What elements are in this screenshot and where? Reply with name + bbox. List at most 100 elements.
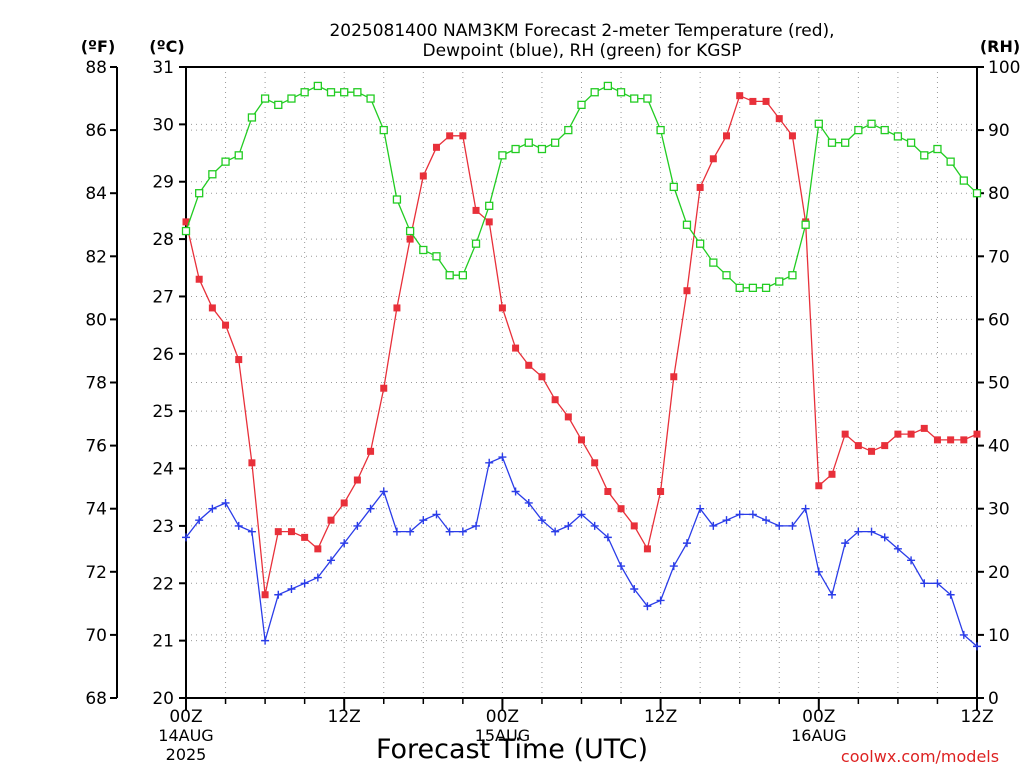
2-meter-temperature-point	[973, 430, 981, 438]
dewpoint-point	[340, 539, 349, 548]
dewpoint-point	[696, 504, 705, 513]
rh-point	[340, 88, 349, 97]
rh-point	[656, 125, 665, 135]
2-meter-temperature-point	[788, 132, 796, 140]
2-meter-temperature-point	[195, 275, 203, 283]
dewpoint-point	[854, 527, 863, 536]
rh-point	[735, 283, 744, 293]
2-meter-temperature-point	[274, 528, 282, 536]
dewpoint-point	[182, 533, 190, 542]
celsius-tick-label: 31	[152, 58, 174, 78]
2-meter-temperature-point	[828, 470, 836, 478]
rh-point	[933, 144, 942, 154]
rh-point	[564, 125, 573, 135]
2-meter-temperature-point	[380, 384, 388, 392]
2-meter-temperature-point	[933, 436, 941, 444]
x-tick-label: 00Z	[486, 707, 519, 727]
dewpoint-point	[841, 539, 850, 548]
rh-tick-label: 20	[988, 563, 1010, 583]
rh-point	[669, 182, 678, 192]
rh-point	[195, 189, 204, 198]
rh-tick-label: 90	[988, 121, 1010, 141]
2-meter-temperature-point	[696, 183, 704, 191]
2-meter-temperature-point	[947, 436, 955, 444]
rh-point	[511, 144, 520, 154]
rh-tick-label: 100	[988, 58, 1020, 78]
celsius-tick-label: 22	[152, 574, 174, 594]
dewpoint-point	[893, 544, 902, 553]
2-meter-temperature-point	[762, 97, 770, 105]
dewpoint-point	[445, 527, 454, 536]
dewpoint-point	[867, 527, 876, 536]
rh-point	[247, 113, 257, 122]
rh-point	[234, 151, 243, 160]
dewpoint-point	[827, 590, 836, 599]
dewpoint-point	[788, 521, 797, 530]
dewpoint-point	[617, 562, 626, 571]
dewpoint-point	[247, 527, 256, 536]
fahrenheit-tick-label: 76	[85, 437, 107, 457]
2-meter-temperature-point	[815, 482, 823, 490]
rh-point	[946, 157, 955, 166]
x-tick-date-label: 16AUG	[791, 726, 846, 745]
dewpoint-point	[814, 567, 823, 576]
rh-point	[748, 283, 758, 293]
rh-point	[761, 283, 771, 293]
dewpoint-point	[432, 510, 441, 519]
2-meter-temperature-point	[617, 505, 625, 513]
2-meter-temperature-point	[314, 545, 322, 553]
credit-text: coolwx.com/models	[841, 747, 999, 766]
rh-point	[405, 226, 415, 236]
celsius-tick-label: 24	[152, 460, 174, 480]
rh-point	[972, 189, 982, 198]
fahrenheit-tick-label: 80	[85, 310, 107, 330]
rh-point	[221, 157, 230, 166]
rh-point	[722, 271, 731, 280]
dewpoint-point	[880, 533, 889, 542]
rh-point	[445, 271, 454, 280]
dewpoint-point	[208, 504, 217, 513]
grid-lines	[186, 67, 977, 698]
fahrenheit-axis-label: (ºF)	[81, 37, 116, 56]
2-meter-temperature-point	[248, 459, 256, 467]
dewpoint-point	[419, 516, 428, 525]
dewpoint-point	[735, 510, 744, 519]
x-tick-label: 00Z	[169, 707, 202, 727]
2-meter-temperature-point	[854, 442, 862, 450]
rh-point	[379, 125, 388, 135]
celsius-tick-label: 21	[152, 632, 174, 652]
rh-point	[616, 88, 626, 97]
celsius-tick-label: 26	[152, 345, 174, 365]
rh-point	[696, 239, 705, 248]
fahrenheit-tick-label: 86	[85, 121, 107, 141]
fahrenheit-tick-label: 68	[85, 689, 107, 709]
rh-point	[458, 271, 468, 280]
rh-point	[893, 132, 903, 141]
2-meter-temperature-point	[235, 356, 243, 364]
dewpoint-point	[656, 596, 665, 605]
axes: 68 70 72 74 76 78 80 82 84 86 88 20 21 22 23 24 25 26 27 28…	[85, 58, 1020, 764]
2-meter-temperature-point	[907, 430, 915, 438]
dewpoint-point	[973, 642, 981, 651]
fahrenheit-tick-label: 78	[85, 374, 107, 394]
rh-point	[788, 271, 797, 280]
dewpoint-line	[185, 456, 978, 647]
rh-point	[682, 220, 692, 229]
2-meter-temperature-point	[736, 92, 744, 100]
rh-point	[537, 144, 547, 154]
celsius-tick-label: 30	[152, 115, 174, 135]
rh-point	[181, 226, 191, 236]
2-meter-temperature-point	[868, 447, 876, 455]
dewpoint-point	[603, 533, 612, 542]
dewpoint-point	[511, 487, 520, 496]
rh-point	[959, 176, 968, 185]
x-tick-label: 12Z	[644, 707, 677, 727]
x-axis-title: Forecast Time (UTC)	[376, 734, 648, 765]
x-tick-date-label: 15AUG	[475, 726, 530, 745]
dewpoint-point	[353, 521, 362, 530]
rh-point	[498, 151, 507, 160]
dewpoint-point	[907, 556, 916, 565]
rh-tick-label: 40	[988, 437, 1010, 457]
dewpoint-point	[775, 521, 784, 530]
celsius-tick-label: 27	[152, 287, 174, 307]
